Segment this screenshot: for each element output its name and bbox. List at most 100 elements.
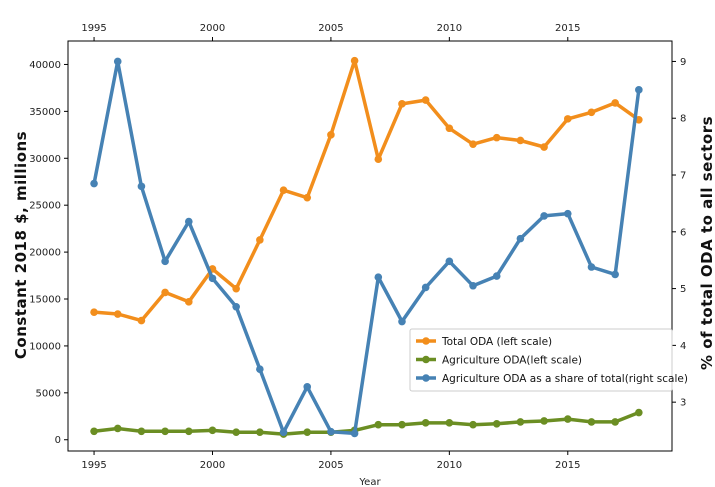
data-point <box>185 298 193 306</box>
data-point <box>256 428 264 437</box>
data-point <box>256 365 264 374</box>
series-2 <box>90 408 643 438</box>
y-tick-label-right: 7 <box>680 171 686 182</box>
y-tick-label-right: 9 <box>680 57 686 68</box>
x-tick-label-bottom: 2010 <box>437 460 462 471</box>
data-point <box>113 310 122 318</box>
y-tick-label-right: 8 <box>680 114 686 125</box>
y-axis-label-left: Constant 2018 $, millions <box>12 131 30 359</box>
y-tick-label-right: 3 <box>680 398 686 409</box>
data-point <box>208 426 217 435</box>
data-point <box>185 217 193 226</box>
data-point <box>492 272 501 280</box>
x-tick-label-bottom: 1995 <box>81 460 106 471</box>
data-point <box>421 283 430 292</box>
x-tick-label-top: 2005 <box>318 23 343 34</box>
y-tick-label-left: 0 <box>55 435 61 446</box>
x-axis-label: Year <box>358 477 381 487</box>
y-tick-label-right: 5 <box>680 284 686 295</box>
data-point <box>587 418 596 426</box>
data-point <box>398 317 406 326</box>
data-point <box>232 284 240 293</box>
y-tick-label-left: 10000 <box>29 341 61 352</box>
data-point <box>563 415 572 423</box>
data-point <box>161 427 169 436</box>
legend-swatch-marker <box>422 355 430 364</box>
legend-swatch-marker <box>422 374 430 382</box>
x-tick-label-top: 1995 <box>81 23 106 34</box>
data-point <box>303 193 312 202</box>
data-point <box>635 408 643 417</box>
x-tick-label-bottom: 2005 <box>318 460 343 471</box>
data-point <box>398 100 406 108</box>
data-point <box>421 96 430 104</box>
data-point <box>303 428 312 437</box>
data-point <box>421 419 430 427</box>
data-point <box>279 186 288 194</box>
series-line <box>92 59 641 436</box>
data-point <box>469 420 477 429</box>
data-point <box>137 182 146 191</box>
data-point <box>469 140 477 149</box>
x-tick-label-bottom: 2015 <box>555 460 580 471</box>
y-tick-label-left: 15000 <box>29 295 61 306</box>
data-point <box>374 420 383 429</box>
data-point <box>327 427 335 436</box>
data-point <box>563 209 572 218</box>
y-axis-label-right: % of total ODA to all sectors <box>698 116 715 370</box>
y-tick-label-left: 30000 <box>29 154 61 165</box>
legend: Total ODA (left scale) Agriculture ODA(le… <box>409 328 688 392</box>
series-3 <box>90 57 643 438</box>
data-point <box>185 427 193 436</box>
data-point <box>516 418 525 426</box>
data-point <box>540 143 548 151</box>
data-point <box>587 263 596 271</box>
data-point <box>256 236 264 244</box>
data-point <box>445 124 454 133</box>
data-point <box>492 419 501 428</box>
data-point <box>516 136 525 145</box>
plot-frame <box>67 40 673 452</box>
y-tick-label-left: 35000 <box>29 107 61 118</box>
data-point <box>90 308 98 316</box>
data-point <box>492 133 501 142</box>
legend-entry: Total ODA (left scale) <box>441 336 552 348</box>
x-tick-label-top: 2000 <box>200 23 225 34</box>
data-point <box>161 288 169 297</box>
series-line <box>92 410 641 436</box>
x-tick-label-top: 2015 <box>555 23 580 34</box>
legend-entry: Agriculture ODA(left scale) <box>442 355 582 367</box>
data-point <box>90 179 98 188</box>
y-tick-label-left: 40000 <box>29 60 61 71</box>
data-point <box>611 99 619 107</box>
data-point <box>398 420 406 429</box>
series-1 <box>90 56 643 325</box>
y-tick-label-right: 4 <box>680 341 686 352</box>
data-point <box>635 86 643 94</box>
y-tick-label-left: 25000 <box>29 201 61 212</box>
data-point <box>563 115 572 123</box>
x-tick-label-top: 2010 <box>437 23 462 34</box>
series-line <box>92 58 641 323</box>
axes: 1995 1995 2000 2000 2005 2005 2010 2010 2015 2015… <box>29 23 686 471</box>
data-point <box>611 270 619 279</box>
legend-box <box>409 328 673 392</box>
data-point <box>350 429 359 438</box>
data-point <box>208 274 217 283</box>
y-tick-label-left: 20000 <box>29 248 61 259</box>
data-point <box>137 316 146 325</box>
data-point <box>90 427 98 436</box>
data-point <box>611 418 619 426</box>
data-point <box>540 212 548 220</box>
data-point <box>516 234 525 243</box>
data-point <box>327 131 335 139</box>
data-point <box>374 155 383 164</box>
data-point <box>587 108 596 117</box>
data-point <box>445 419 454 427</box>
data-point <box>540 417 548 425</box>
data-point <box>113 424 122 433</box>
series-layer <box>90 56 643 438</box>
data-point <box>161 257 169 266</box>
data-point <box>232 302 240 311</box>
